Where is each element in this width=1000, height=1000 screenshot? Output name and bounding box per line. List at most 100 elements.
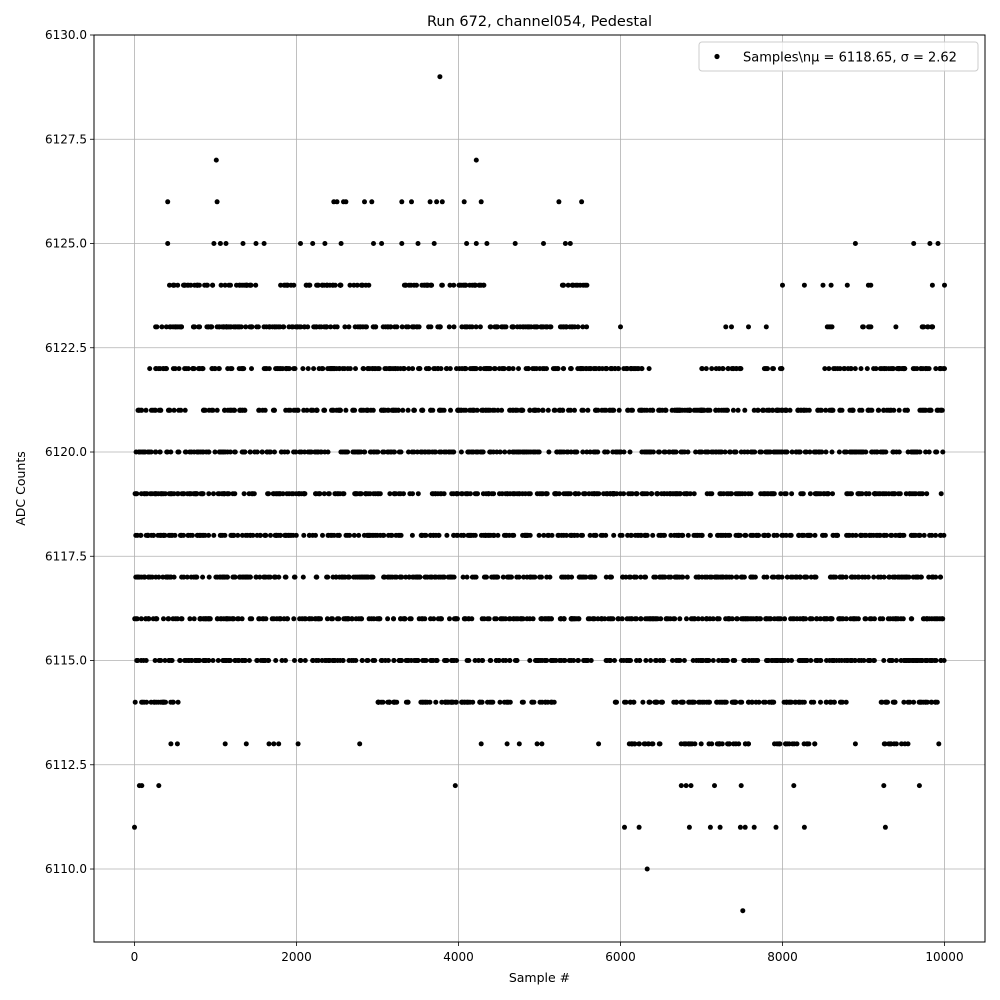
data-point — [916, 491, 922, 497]
y-axis-label: ADC Counts — [13, 451, 28, 526]
data-point — [883, 532, 889, 538]
data-point — [198, 616, 204, 622]
data-point — [916, 532, 922, 538]
data-point — [617, 532, 623, 538]
data-point — [815, 407, 821, 413]
data-point — [888, 532, 894, 538]
data-point — [779, 532, 785, 538]
data-point — [930, 324, 936, 330]
data-point — [531, 324, 537, 330]
data-point — [132, 824, 137, 830]
data-point — [330, 616, 335, 622]
data-point — [579, 407, 585, 413]
data-point — [437, 616, 443, 622]
data-point — [612, 658, 617, 663]
data-point — [930, 574, 936, 580]
data-point — [852, 574, 858, 580]
data-point — [918, 574, 924, 580]
data-point — [262, 407, 268, 413]
data-point — [236, 616, 242, 622]
data-point — [491, 366, 497, 372]
data-point — [304, 407, 310, 413]
data-point — [484, 241, 490, 246]
data-point — [459, 699, 465, 705]
data-point — [168, 324, 174, 330]
data-point — [602, 449, 608, 455]
data-point — [274, 324, 280, 330]
data-point — [636, 366, 642, 372]
data-point — [773, 824, 779, 830]
data-point — [849, 491, 854, 497]
data-point — [181, 574, 187, 580]
data-point — [785, 658, 791, 663]
data-point — [855, 616, 861, 622]
data-point — [439, 699, 445, 705]
data-point — [274, 366, 280, 372]
data-point — [683, 783, 689, 789]
data-point — [295, 741, 301, 747]
data-point — [783, 741, 788, 747]
data-point — [584, 324, 590, 330]
data-point — [784, 574, 790, 580]
data-point — [223, 658, 229, 663]
data-point — [621, 491, 627, 497]
data-point — [241, 449, 247, 455]
data-point — [228, 282, 233, 288]
data-point — [725, 366, 731, 372]
data-point — [636, 824, 642, 830]
data-point — [530, 616, 536, 622]
data-point — [313, 658, 319, 663]
data-point — [170, 699, 176, 705]
data-point — [545, 407, 551, 413]
data-point — [157, 366, 163, 372]
data-point — [761, 699, 767, 705]
data-point — [856, 658, 862, 663]
data-point — [574, 449, 580, 455]
data-point — [772, 741, 777, 747]
data-point — [212, 366, 218, 372]
data-point — [746, 699, 752, 705]
data-point — [639, 449, 645, 455]
data-point — [704, 574, 710, 580]
data-point — [169, 532, 175, 538]
data-point — [466, 449, 472, 455]
data-point — [765, 658, 770, 663]
data-point — [172, 324, 178, 330]
data-point — [568, 449, 574, 455]
data-point — [189, 658, 194, 663]
data-point — [806, 741, 812, 747]
data-point — [285, 282, 291, 288]
data-point — [392, 699, 398, 705]
data-point — [749, 658, 755, 663]
data-point — [830, 532, 836, 538]
data-point — [330, 574, 336, 580]
data-point — [239, 532, 245, 538]
data-point — [577, 574, 583, 580]
data-point — [411, 407, 417, 413]
data-point — [391, 658, 397, 663]
data-point — [229, 532, 235, 538]
data-point — [823, 449, 829, 455]
data-point — [661, 658, 667, 663]
data-point — [685, 532, 691, 538]
data-point — [732, 449, 738, 455]
data-point — [793, 449, 799, 455]
data-point — [497, 699, 503, 705]
data-point — [423, 366, 429, 372]
data-point — [359, 282, 365, 288]
data-point — [928, 699, 934, 705]
data-point — [178, 407, 184, 413]
data-point — [473, 324, 479, 330]
data-point — [379, 241, 385, 246]
data-point — [283, 658, 288, 663]
axis-ticks: 0 2000 4000 6000 8000 10000 6110.0 6112.5 6115.0… — [45, 28, 964, 964]
data-point — [704, 616, 710, 622]
data-point — [916, 783, 922, 789]
data-point — [166, 532, 172, 538]
data-point — [319, 282, 325, 288]
data-point — [650, 532, 656, 538]
data-point — [232, 574, 238, 580]
data-point — [467, 324, 473, 330]
data-point — [522, 532, 528, 538]
data-point — [634, 491, 640, 497]
